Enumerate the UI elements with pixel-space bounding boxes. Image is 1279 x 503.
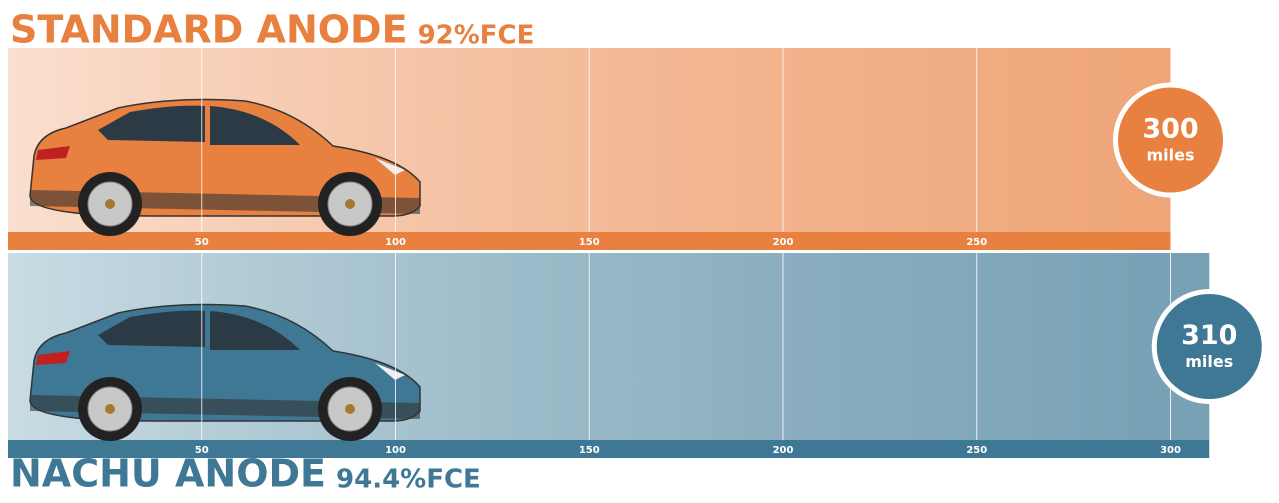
x-tick-label: 150	[579, 445, 600, 456]
value-unit: miles	[1146, 146, 1194, 165]
x-tick-label: 200	[773, 237, 794, 248]
x-tick-label: 150	[579, 237, 600, 248]
x-tick-label: 50	[195, 237, 209, 248]
value-badge	[1113, 82, 1228, 198]
chart-subtitle: 92%FCE	[418, 21, 535, 51]
x-tick-label: 100	[385, 237, 406, 248]
value-label: 300	[1142, 114, 1198, 145]
x-tick-label: 300	[1160, 445, 1181, 456]
x-tick-label: 50	[195, 445, 209, 456]
x-tick-label: 200	[773, 445, 794, 456]
value-badge	[1151, 289, 1267, 404]
x-tick-label: 100	[385, 445, 406, 456]
axis-strip	[8, 232, 1171, 250]
chart-title: NACHU ANODE	[10, 452, 326, 496]
chart-title: STANDARD ANODE	[10, 8, 408, 52]
x-tick-label: 250	[966, 445, 987, 456]
chart-subtitle: 94.4%FCE	[336, 465, 481, 495]
value-unit: miles	[1185, 352, 1233, 371]
value-label: 310	[1181, 320, 1237, 351]
x-tick-label: 250	[966, 237, 987, 248]
axis-strip	[8, 440, 1210, 458]
